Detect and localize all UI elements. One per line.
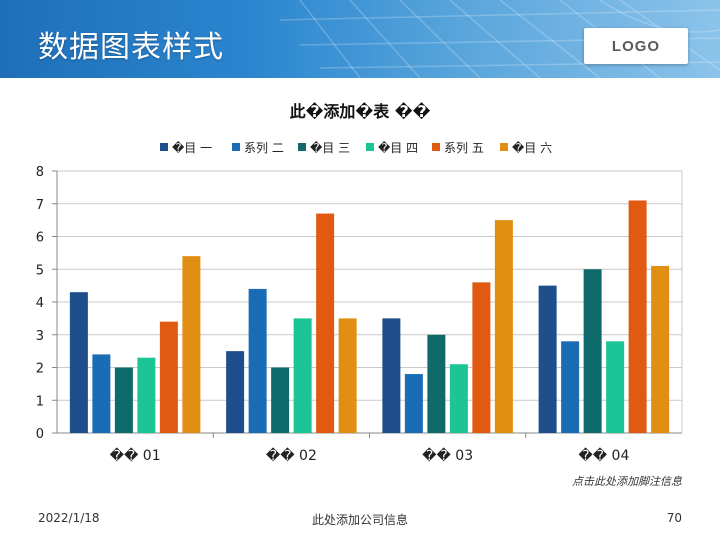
y-tick-label: 5 bbox=[36, 263, 44, 278]
x-tick-label: �� 04 bbox=[578, 447, 629, 464]
legend-label: �目 四 bbox=[378, 141, 418, 155]
bar bbox=[248, 288, 267, 433]
logo: LOGO bbox=[584, 28, 688, 64]
y-tick-label: 7 bbox=[36, 198, 44, 213]
bar bbox=[182, 256, 201, 433]
y-tick-label: 6 bbox=[36, 231, 44, 246]
legend-swatch bbox=[500, 143, 508, 151]
bar bbox=[114, 367, 133, 433]
bar bbox=[159, 321, 178, 433]
legend-label: 系列 二 bbox=[244, 141, 284, 155]
bar bbox=[92, 354, 111, 433]
bar bbox=[271, 367, 290, 433]
x-tick-label: �� 01 bbox=[110, 447, 161, 464]
bar bbox=[427, 334, 446, 433]
y-tick-label: 1 bbox=[36, 394, 44, 409]
legend-swatch bbox=[160, 143, 168, 151]
page-number: 70 bbox=[666, 511, 682, 525]
x-tick-label: �� 02 bbox=[266, 447, 317, 464]
legend-label: 系列 五 bbox=[444, 141, 484, 155]
bar bbox=[316, 213, 335, 433]
chart-title: 此�添加�表 �� bbox=[290, 102, 431, 121]
y-tick-label: 4 bbox=[36, 296, 44, 311]
bar bbox=[538, 285, 557, 433]
bar bbox=[651, 265, 670, 433]
bar bbox=[606, 341, 625, 433]
footer-date: 2022/1/18 bbox=[38, 511, 100, 525]
bar bbox=[494, 220, 513, 433]
bar bbox=[226, 351, 245, 433]
bar bbox=[628, 200, 647, 433]
y-tick-label: 8 bbox=[36, 165, 44, 180]
bar bbox=[561, 341, 580, 433]
footnote: 点击此处添加脚注信息 bbox=[572, 475, 682, 488]
bar-chart: 此�添加�表 �� �目 一 系列 二 �目 三 �目 四 系列 五 �目 六 0 1 2 3 4 5 6… bbox=[36, 102, 683, 464]
y-tick-label: 0 bbox=[36, 427, 44, 442]
bar bbox=[382, 318, 401, 433]
legend-label: �目 三 bbox=[310, 141, 350, 155]
bar bbox=[137, 357, 156, 433]
y-tick-label: 2 bbox=[36, 362, 44, 377]
bar bbox=[472, 282, 491, 433]
header-banner: 数据图表样式 LOGO bbox=[0, 0, 720, 78]
legend-swatch bbox=[366, 143, 374, 151]
legend-swatch bbox=[298, 143, 306, 151]
legend-swatch bbox=[432, 143, 440, 151]
bar bbox=[338, 318, 357, 433]
bar bbox=[449, 364, 468, 433]
page-title: 数据图表样式 bbox=[38, 30, 224, 65]
bar bbox=[69, 292, 88, 433]
footer-company: 此处添加公司信息 bbox=[312, 513, 409, 527]
y-tick-label: 3 bbox=[36, 329, 44, 344]
x-tick-label: �� 03 bbox=[422, 447, 473, 464]
legend-label: �目 一 bbox=[172, 141, 212, 155]
bar bbox=[583, 269, 602, 433]
bar bbox=[404, 374, 423, 433]
legend-swatch bbox=[232, 143, 240, 151]
legend-label: �目 六 bbox=[512, 141, 552, 155]
bar bbox=[293, 318, 312, 433]
